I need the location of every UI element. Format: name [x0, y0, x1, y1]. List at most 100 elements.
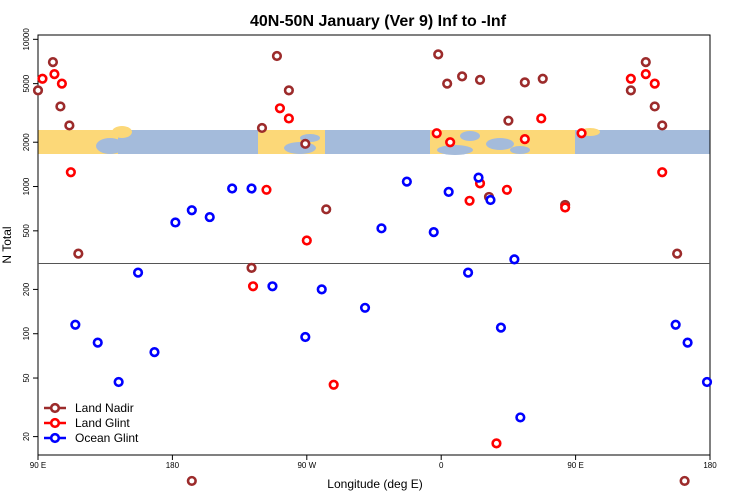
- data-point: [132, 267, 144, 278]
- data-point: [186, 475, 197, 487]
- data-point: [701, 376, 713, 388]
- data-point: [640, 57, 651, 68]
- data-point: [536, 113, 547, 124]
- data-point: [65, 167, 76, 178]
- data-point: [657, 120, 668, 131]
- data-point: [503, 115, 514, 126]
- data-point: [267, 281, 278, 292]
- data-point: [316, 284, 327, 295]
- legend-marker: [49, 417, 61, 429]
- data-point: [576, 128, 587, 139]
- data-point: [300, 331, 311, 343]
- plot-border: [37, 34, 711, 456]
- data-point: [670, 319, 681, 330]
- x-tick-label: 90 W: [297, 461, 316, 470]
- data-point: [485, 194, 496, 206]
- data-point: [442, 78, 453, 89]
- data-point: [560, 202, 571, 213]
- data-point: [32, 85, 44, 96]
- data-point: [474, 74, 486, 86]
- data-point: [247, 281, 259, 292]
- y-tick-label: 500: [22, 224, 31, 238]
- legend-label: Land Nadir: [75, 401, 134, 415]
- data-point: [47, 57, 59, 68]
- data-point: [672, 248, 683, 259]
- legend-label: Ocean Glint: [75, 431, 139, 445]
- data-point: [186, 205, 197, 216]
- data-point: [113, 376, 124, 388]
- data-point: [73, 248, 84, 259]
- data-point: [473, 172, 484, 183]
- map-coast-shape: [437, 145, 473, 155]
- data-point: [49, 69, 60, 80]
- data-point: [519, 77, 530, 88]
- data-point: [328, 379, 339, 390]
- data-point: [679, 475, 690, 487]
- data-point: [464, 195, 475, 206]
- data-point: [70, 319, 81, 330]
- data-point: [283, 85, 294, 96]
- data-point: [462, 267, 474, 278]
- map-coast-shape: [486, 138, 514, 150]
- y-tick-label: 10000: [22, 28, 31, 51]
- y-axis: 10000 5000 2000 1000 500 200 100 50 20: [22, 28, 38, 441]
- data-point: [55, 101, 66, 112]
- map-coast-shape: [96, 138, 124, 154]
- y-tick-label: 2000: [22, 133, 31, 151]
- data-point: [301, 235, 312, 246]
- y-tick-label: 50: [22, 373, 31, 382]
- data-point: [657, 167, 668, 178]
- data-points: [32, 49, 713, 487]
- data-point: [92, 337, 103, 348]
- plot-area: [37, 34, 711, 456]
- y-tick-label: 1000: [22, 177, 31, 195]
- data-point: [64, 120, 75, 131]
- data-point: [149, 347, 160, 358]
- map-coast-shape: [510, 146, 530, 154]
- data-point: [170, 217, 181, 228]
- data-point: [433, 49, 444, 60]
- data-point: [37, 73, 48, 84]
- x-tick-label: 90 E: [567, 461, 583, 470]
- y-tick-label: 5000: [22, 74, 31, 92]
- x-tick-label: 90 E: [30, 461, 46, 470]
- x-tick-label: 0: [439, 461, 444, 470]
- data-point: [274, 103, 286, 114]
- data-point: [227, 183, 238, 194]
- data-point: [509, 254, 520, 265]
- x-axis-label: Longitude (deg E): [327, 477, 422, 491]
- data-point: [359, 302, 371, 313]
- data-point: [515, 412, 526, 423]
- y-axis-label: N Total: [0, 226, 14, 263]
- data-point: [649, 101, 660, 112]
- data-point: [300, 138, 311, 149]
- data-point: [401, 176, 412, 187]
- data-point: [501, 184, 513, 195]
- y-tick-label: 100: [22, 327, 31, 341]
- data-point: [428, 227, 439, 238]
- data-point: [246, 183, 257, 194]
- data-point: [457, 71, 468, 82]
- y-tick-label: 20: [22, 432, 31, 441]
- x-tick-label: 180: [166, 461, 180, 470]
- data-point: [56, 78, 67, 89]
- data-point: [625, 73, 636, 84]
- x-axis: 90 E 180 90 W 0 90 E 180: [30, 455, 717, 470]
- data-point: [640, 69, 651, 80]
- data-point: [204, 211, 215, 223]
- data-point: [519, 133, 530, 145]
- data-point: [649, 78, 660, 89]
- map-coast-shape: [284, 142, 316, 154]
- data-point: [283, 113, 294, 124]
- series-ocean-glint: [70, 172, 713, 423]
- data-point: [495, 322, 507, 333]
- map-band: [38, 126, 710, 155]
- data-point: [246, 262, 257, 274]
- series-land-nadir: [32, 49, 690, 487]
- map-coast-shape: [460, 131, 480, 141]
- map-coast-shape: [112, 126, 132, 138]
- data-point: [376, 223, 387, 234]
- data-point: [491, 438, 502, 449]
